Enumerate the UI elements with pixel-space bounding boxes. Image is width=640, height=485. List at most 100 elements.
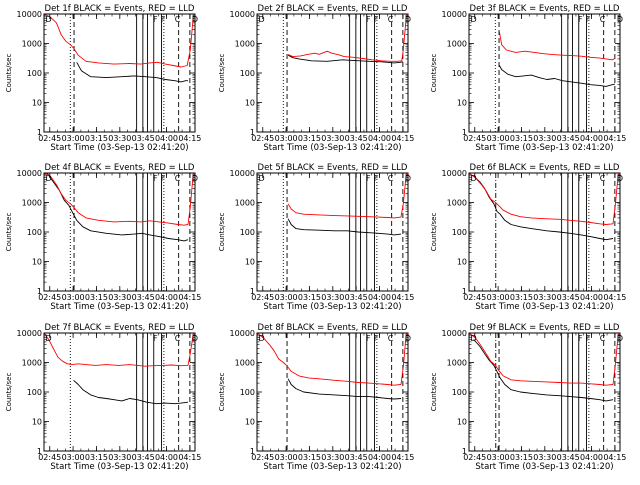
detector-panel: Det 1f BLACK = Events, RED = LLD 1 10 100 10… bbox=[5, 4, 201, 153]
segment-label: F bbox=[153, 15, 158, 24]
y-tick-label: 10 bbox=[457, 258, 467, 267]
events-series-line bbox=[473, 339, 614, 402]
events-series-line bbox=[287, 378, 402, 400]
y-tick-label: 1000 bbox=[447, 40, 467, 49]
x-tick-label: 04:15 bbox=[603, 293, 626, 302]
y-tick-label: 1 bbox=[37, 287, 42, 296]
x-tick-label: 04:00 bbox=[155, 453, 178, 462]
segment-label: F bbox=[374, 174, 379, 183]
x-tick-label: 03:45 bbox=[132, 134, 155, 143]
panel-data bbox=[469, 333, 619, 451]
x-axis-label: Start Time (03-Sep-13 02:41:20) bbox=[50, 462, 188, 472]
x-tick-label: 04:15 bbox=[391, 453, 414, 462]
x-tick-label: 04:15 bbox=[178, 134, 201, 143]
panel-data bbox=[282, 173, 407, 291]
x-tick-label: 03:15 bbox=[298, 293, 321, 302]
y-tick-label: 1 bbox=[462, 128, 467, 137]
y-tick-label: 100 bbox=[452, 228, 467, 237]
y-tick-label: 1000 bbox=[447, 359, 467, 368]
panel-title: Det 9f BLACK = Events, RED = LLD bbox=[470, 323, 620, 333]
x-tick-label: 04:00 bbox=[368, 453, 391, 462]
events-series-line bbox=[76, 62, 188, 83]
y-tick-label: 10 bbox=[32, 418, 42, 427]
x-tick-label: 04:00 bbox=[580, 453, 603, 462]
y-tick-label: 100 bbox=[240, 388, 255, 397]
x-tick-label: 04:15 bbox=[603, 453, 626, 462]
panel-title: Det 6f BLACK = Events, RED = LLD bbox=[470, 163, 620, 173]
lld-series-line bbox=[287, 14, 407, 62]
x-tick-label: 04:15 bbox=[178, 453, 201, 462]
x-tick-label: 03:00 bbox=[487, 293, 510, 302]
segment-label: F bbox=[374, 15, 379, 24]
panel-frame bbox=[43, 13, 196, 133]
x-tick-label: 04:00 bbox=[580, 134, 603, 143]
panel-title: Det 4f BLACK = Events, RED = LLD bbox=[45, 163, 195, 173]
detector-panel: Det 7f BLACK = Events, RED = LLD 1 10 100 10… bbox=[5, 323, 201, 472]
y-tick-label: 1 bbox=[250, 128, 255, 137]
x-tick-label: 02:45 bbox=[251, 134, 274, 143]
x-tick-label: 04:00 bbox=[155, 134, 178, 143]
panel-frame bbox=[43, 172, 196, 292]
panel-data bbox=[494, 14, 616, 132]
y-tick-label: 10 bbox=[457, 418, 467, 427]
x-tick-label: 04:15 bbox=[391, 293, 414, 302]
x-tick-label: 04:00 bbox=[155, 293, 178, 302]
x-tick-label: 02:45 bbox=[251, 293, 274, 302]
x-tick-label: 03:30 bbox=[321, 453, 344, 462]
x-tick-label: 03:15 bbox=[510, 453, 533, 462]
y-axis-label: Counts/sec bbox=[5, 54, 13, 93]
x-tick-label: 03:30 bbox=[108, 453, 131, 462]
detector-panel: Det 6f BLACK = Events, RED = LLD 1 10 100 10… bbox=[430, 163, 626, 312]
y-tick-label: 10000 bbox=[230, 329, 255, 338]
x-axis-label: Start Time (03-Sep-13 02:41:20) bbox=[475, 462, 613, 472]
panel-data bbox=[44, 333, 194, 451]
y-tick-label: 10 bbox=[457, 99, 467, 108]
x-tick-label: 02:45 bbox=[251, 453, 274, 462]
panel-title: Det 8f BLACK = Events, RED = LLD bbox=[258, 323, 408, 333]
segment-label: F bbox=[153, 334, 158, 343]
y-tick-label: 100 bbox=[452, 69, 467, 78]
y-tick-label: 1000 bbox=[235, 199, 255, 208]
x-tick-label: 04:15 bbox=[603, 134, 626, 143]
x-tick-label: 03:30 bbox=[108, 134, 131, 143]
x-tick-label: 03:30 bbox=[321, 293, 344, 302]
detector-panel: Det 5f BLACK = Events, RED = LLD 1 10 100 10… bbox=[218, 163, 414, 312]
panel-frame bbox=[43, 332, 196, 452]
x-tick-label: 03:00 bbox=[62, 293, 85, 302]
x-tick-label: 02:45 bbox=[463, 293, 486, 302]
x-tick-label: 03:00 bbox=[487, 453, 510, 462]
x-tick-label: 03:15 bbox=[298, 453, 321, 462]
x-tick-label: 03:15 bbox=[85, 134, 108, 143]
panel-frame bbox=[256, 332, 409, 452]
x-tick-label: 03:45 bbox=[557, 293, 580, 302]
x-axis-label: Start Time (03-Sep-13 02:41:20) bbox=[475, 143, 613, 153]
x-tick-label: 03:30 bbox=[533, 293, 556, 302]
segment-label: F bbox=[366, 15, 371, 24]
x-axis-label: Start Time (03-Sep-13 02:41:20) bbox=[475, 302, 613, 312]
y-tick-label: 100 bbox=[240, 228, 255, 237]
panel-data bbox=[282, 14, 407, 132]
x-tick-label: 03:15 bbox=[85, 293, 108, 302]
x-tick-label: 03:30 bbox=[108, 293, 131, 302]
panel-data bbox=[469, 173, 619, 291]
x-tick-label: 03:15 bbox=[85, 453, 108, 462]
segment-label: F bbox=[578, 334, 583, 343]
segment-label: C bbox=[600, 174, 606, 183]
segment-label: C bbox=[600, 15, 606, 24]
y-axis-label: Counts/sec bbox=[218, 213, 226, 252]
events-series-line bbox=[473, 175, 614, 241]
segment-label: F bbox=[161, 174, 166, 183]
segment-label: C bbox=[175, 174, 181, 183]
y-axis-label: Counts/sec bbox=[218, 373, 226, 412]
y-tick-label: 1000 bbox=[447, 199, 467, 208]
detector-panel: Det 2f BLACK = Events, RED = LLD 1 10 100 10… bbox=[218, 4, 414, 153]
panel-title: Det 1f BLACK = Events, RED = LLD bbox=[45, 4, 195, 14]
x-axis-label: Start Time (03-Sep-13 02:41:20) bbox=[263, 302, 401, 312]
y-tick-label: 10000 bbox=[442, 169, 467, 178]
y-axis-label: Counts/sec bbox=[5, 373, 13, 412]
y-axis-label: Counts/sec bbox=[430, 54, 438, 93]
segment-label: D bbox=[46, 15, 52, 24]
y-axis-label: Counts/sec bbox=[430, 213, 438, 252]
segment-label: F bbox=[161, 15, 166, 24]
